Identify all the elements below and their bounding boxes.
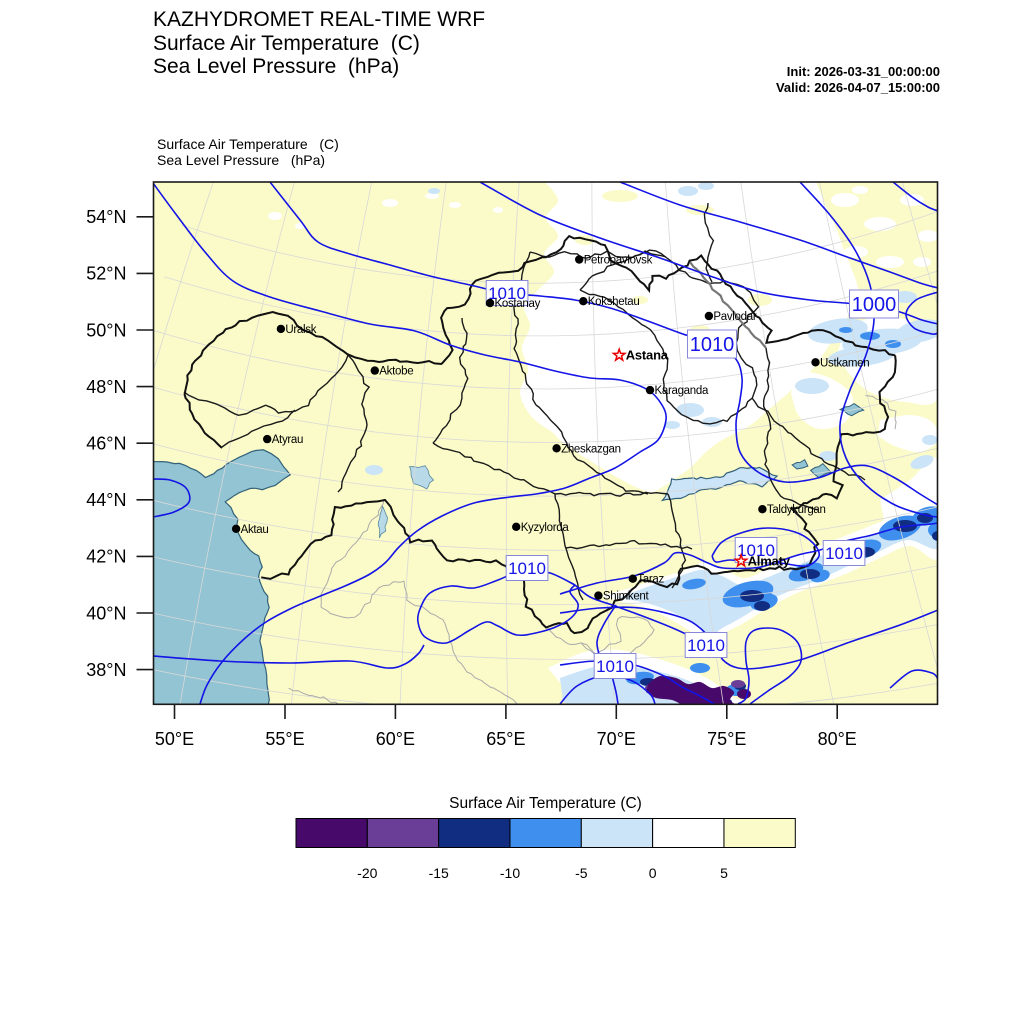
svg-text:0: 0 [649, 865, 657, 881]
svg-text:KAZHYDROMET REAL-TIME WRF: KAZHYDROMET REAL-TIME WRF [153, 8, 485, 31]
svg-text:Uralsk: Uralsk [285, 324, 316, 336]
svg-text:38°N: 38°N [86, 660, 126, 680]
svg-text:-5: -5 [575, 865, 588, 881]
svg-text:52°N: 52°N [86, 264, 126, 284]
svg-text:1010: 1010 [488, 284, 526, 303]
svg-text:-20: -20 [357, 865, 377, 881]
svg-text:80°E: 80°E [818, 729, 857, 749]
svg-text:Surface Air Temperature (C): Surface Air Temperature (C) [153, 32, 420, 55]
svg-text:48°N: 48°N [86, 377, 126, 397]
svg-text:Aktau: Aktau [241, 524, 269, 536]
svg-text:Taldykurgan: Taldykurgan [767, 504, 826, 516]
svg-text:60°E: 60°E [376, 729, 415, 749]
svg-text:65°E: 65°E [486, 729, 525, 749]
svg-text:1010: 1010 [737, 541, 775, 560]
svg-text:54°N: 54°N [86, 207, 126, 227]
svg-text:Kyzylorda: Kyzylorda [521, 522, 570, 534]
svg-text:1010: 1010 [508, 559, 546, 578]
svg-text:Surface Air Temperature (C): Surface Air Temperature (C) [157, 136, 339, 152]
svg-text:40°N: 40°N [86, 603, 126, 623]
svg-text:Karaganda: Karaganda [655, 385, 709, 397]
svg-text:42°N: 42°N [86, 547, 126, 567]
svg-text:-15: -15 [429, 865, 449, 881]
svg-text:Ustkamen: Ustkamen [820, 357, 869, 369]
svg-text:46°N: 46°N [86, 434, 126, 454]
svg-text:70°E: 70°E [597, 729, 636, 749]
svg-text:50°N: 50°N [86, 320, 126, 340]
svg-text:Zheskazgan: Zheskazgan [561, 443, 621, 455]
svg-text:Almaty: Almaty [748, 554, 791, 569]
svg-text:Surface Air Temperature (C): Surface Air Temperature (C) [449, 795, 642, 812]
svg-text:Taraz: Taraz [637, 574, 664, 586]
svg-text:75°E: 75°E [707, 729, 746, 749]
svg-text:Aktobe: Aktobe [379, 366, 413, 378]
svg-text:1000: 1000 [852, 294, 897, 316]
svg-text:Kostanay: Kostanay [495, 298, 541, 310]
svg-text:1010: 1010 [596, 657, 634, 676]
svg-text:Astana: Astana [626, 348, 669, 363]
svg-text:Petropavlovsk: Petropavlovsk [584, 255, 653, 267]
svg-text:1010: 1010 [690, 334, 735, 356]
svg-text:Sea Level Pressure (hPa): Sea Level Pressure (hPa) [153, 55, 399, 78]
svg-text:55°E: 55°E [265, 729, 304, 749]
svg-text:50°E: 50°E [155, 729, 194, 749]
svg-text:44°N: 44°N [86, 490, 126, 510]
svg-text:Pavlodar: Pavlodar [713, 311, 756, 323]
svg-text:Init: 2026-03-31_00:00:00: Init: 2026-03-31_00:00:00 [787, 64, 940, 79]
svg-text:Kokshetau: Kokshetau [588, 296, 640, 308]
svg-text:1010: 1010 [825, 544, 863, 563]
svg-text:5: 5 [720, 865, 728, 881]
svg-text:Valid: 2026-04-07_15:00:00: Valid: 2026-04-07_15:00:00 [776, 80, 940, 95]
svg-text:1010: 1010 [687, 636, 725, 655]
svg-text:Shimkent: Shimkent [603, 591, 650, 603]
svg-text:Sea Level Pressure (hPa): Sea Level Pressure (hPa) [157, 152, 325, 168]
svg-text:Atyrau: Atyrau [272, 434, 303, 446]
svg-text:-10: -10 [500, 865, 520, 881]
